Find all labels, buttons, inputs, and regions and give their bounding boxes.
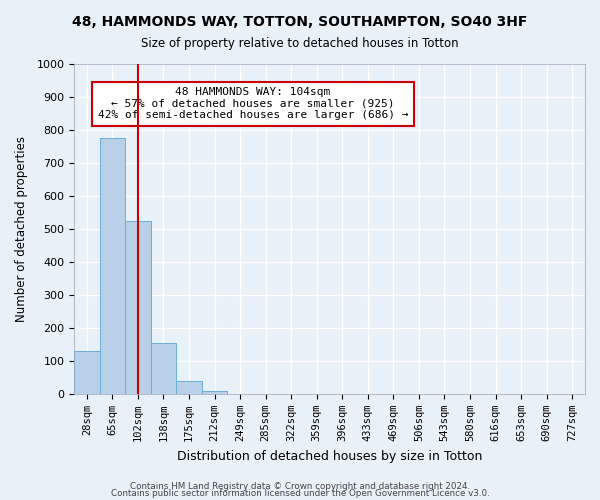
Bar xyxy=(74,351,100,394)
X-axis label: Distribution of detached houses by size in Totton: Distribution of detached houses by size … xyxy=(177,450,482,462)
Text: Size of property relative to detached houses in Totton: Size of property relative to detached ho… xyxy=(141,38,459,51)
Bar xyxy=(202,390,227,394)
Bar xyxy=(176,380,202,394)
Text: Contains HM Land Registry data © Crown copyright and database right 2024.: Contains HM Land Registry data © Crown c… xyxy=(130,482,470,491)
Text: 48, HAMMONDS WAY, TOTTON, SOUTHAMPTON, SO40 3HF: 48, HAMMONDS WAY, TOTTON, SOUTHAMPTON, S… xyxy=(73,15,527,29)
Text: 48 HAMMONDS WAY: 104sqm
← 57% of detached houses are smaller (925)
42% of semi-d: 48 HAMMONDS WAY: 104sqm ← 57% of detache… xyxy=(98,87,408,120)
Bar xyxy=(100,138,125,394)
Text: Contains public sector information licensed under the Open Government Licence v3: Contains public sector information licen… xyxy=(110,490,490,498)
Bar xyxy=(125,220,151,394)
Y-axis label: Number of detached properties: Number of detached properties xyxy=(15,136,28,322)
Bar xyxy=(151,343,176,394)
